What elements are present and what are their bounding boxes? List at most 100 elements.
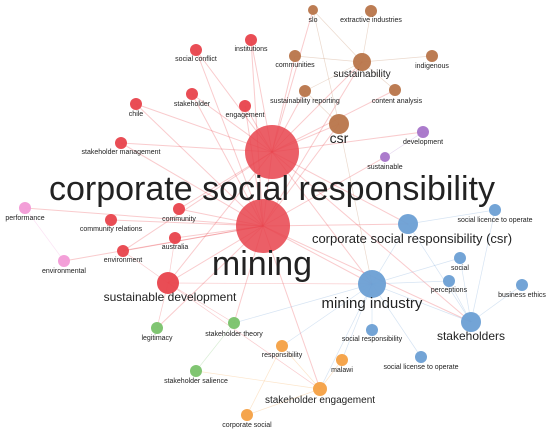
edge-mining-industry-stakeholder-theory bbox=[233, 283, 373, 324]
edge-corporate-social-responsibility-sustainable-development bbox=[167, 151, 273, 284]
node-social-licence-to-operate[interactable] bbox=[489, 204, 501, 216]
node-stakeholder-engagement[interactable] bbox=[313, 382, 327, 396]
label-sustainability: sustainability bbox=[333, 69, 390, 80]
edge-stakeholders-social bbox=[459, 257, 472, 323]
edge-sustainable-development-mining-industry bbox=[167, 282, 373, 285]
label-stakeholder-salience: stakeholder salience bbox=[164, 378, 228, 385]
node-environmental[interactable] bbox=[58, 255, 70, 267]
edge-mining-industry-social-license-to-operate bbox=[371, 283, 422, 358]
node-legitimacy[interactable] bbox=[151, 322, 163, 334]
label-corporate-social: corporate social bbox=[222, 422, 272, 429]
node-layer bbox=[19, 5, 528, 421]
node-stakeholder-management[interactable] bbox=[115, 137, 127, 149]
label-business-ethics: business ethics bbox=[498, 292, 546, 299]
label-csr: csr bbox=[330, 130, 349, 146]
edge-mining-industry-responsibility bbox=[281, 283, 373, 347]
node-stakeholder[interactable] bbox=[186, 88, 198, 100]
node-development[interactable] bbox=[417, 126, 429, 138]
node-mining[interactable] bbox=[236, 199, 290, 253]
label-perceptions: perceptions bbox=[431, 287, 468, 294]
edge-mining-stakeholder-engagement bbox=[262, 225, 321, 390]
label-social: social bbox=[451, 265, 469, 272]
edge-corporate-social-responsibility-environment bbox=[122, 151, 273, 252]
edge-sustainability-sustainability-reporting bbox=[304, 61, 363, 92]
node-stakeholder-theory[interactable] bbox=[228, 317, 240, 329]
node-social-responsibility[interactable] bbox=[366, 324, 378, 336]
label-sustainable: sustainable bbox=[367, 164, 403, 171]
node-institutions[interactable] bbox=[245, 34, 257, 46]
edge-mining-environmental bbox=[63, 225, 264, 262]
label-community-relations: community relations bbox=[80, 226, 143, 233]
node-sustainability[interactable] bbox=[353, 53, 371, 71]
edge-corporate-social-responsibility-csr-stakeholders bbox=[407, 223, 472, 323]
node-chile[interactable] bbox=[130, 98, 142, 110]
label-malawi: malawi bbox=[331, 367, 353, 374]
label-indigenous: indigenous bbox=[415, 63, 449, 70]
node-mining-industry[interactable] bbox=[358, 270, 386, 298]
node-responsibility[interactable] bbox=[276, 340, 288, 352]
edge-stakeholders-social-licence-to-operate bbox=[470, 209, 496, 323]
label-community: community bbox=[162, 216, 196, 223]
edge-stakeholder-engagement-stakeholder-salience bbox=[195, 370, 321, 390]
edge-sustainable-development-stakeholder-theory bbox=[167, 282, 235, 324]
label-extractive-industries: extractive industries bbox=[340, 17, 402, 24]
node-stakeholder-salience[interactable] bbox=[190, 365, 202, 377]
edge-sustainability-communities bbox=[294, 55, 363, 63]
node-malawi[interactable] bbox=[336, 354, 348, 366]
node-content-analysis[interactable] bbox=[389, 84, 401, 96]
edge-stakeholder-engagement-responsibility bbox=[281, 345, 321, 390]
node-extractive-industries[interactable] bbox=[365, 5, 377, 17]
edge-mining-sustainability bbox=[262, 61, 363, 227]
label-social-responsibility: social responsibility bbox=[342, 336, 403, 343]
label-development: development bbox=[403, 139, 443, 146]
edge-sustainability-slo bbox=[312, 9, 363, 63]
node-corporate-social-responsibility[interactable] bbox=[245, 125, 299, 179]
edge-stakeholder-theory-stakeholder-salience bbox=[195, 322, 235, 372]
node-community-relations[interactable] bbox=[105, 214, 117, 226]
label-content-analysis: content analysis bbox=[372, 98, 423, 105]
label-mining: mining bbox=[212, 245, 312, 283]
node-social[interactable] bbox=[454, 252, 466, 264]
label-stakeholder-theory: stakeholder theory bbox=[205, 331, 263, 338]
node-australia[interactable] bbox=[169, 232, 181, 244]
node-business-ethics[interactable] bbox=[516, 279, 528, 291]
edge-sustainability-indigenous bbox=[361, 55, 433, 63]
label-sustainable-development: sustainable development bbox=[104, 290, 237, 304]
label-stakeholder-engagement: stakeholder engagement bbox=[265, 395, 375, 406]
node-sustainability-reporting[interactable] bbox=[299, 85, 311, 97]
node-performance[interactable] bbox=[19, 202, 31, 214]
node-stakeholders[interactable] bbox=[461, 312, 481, 332]
label-environment: environment bbox=[104, 257, 143, 264]
edge-mining-industry-stakeholders bbox=[371, 283, 472, 323]
edge-sustainable-development-stakeholder-engagement bbox=[167, 282, 321, 390]
label-mining-industry: mining industry bbox=[322, 295, 423, 312]
edge-responsibility-corporate-social bbox=[246, 345, 283, 416]
edge-corporate-social-responsibility-mining-industry bbox=[271, 151, 373, 285]
label-social-licence-to-operate: social licence to operate bbox=[457, 217, 532, 224]
label-chile: chile bbox=[129, 111, 144, 118]
edge-csr-slo bbox=[312, 9, 340, 125]
node-environment[interactable] bbox=[117, 245, 129, 257]
label-stakeholder-management: stakeholder management bbox=[82, 149, 161, 156]
node-community[interactable] bbox=[173, 203, 185, 215]
label-responsibility: responsibility bbox=[262, 352, 303, 359]
node-sustainable-development[interactable] bbox=[157, 272, 179, 294]
node-sustainable[interactable] bbox=[380, 152, 390, 162]
node-indigenous[interactable] bbox=[426, 50, 438, 62]
node-corporate-social-responsibility-csr[interactable] bbox=[398, 214, 418, 234]
label-social-conflict: social conflict bbox=[175, 56, 217, 63]
node-social-conflict[interactable] bbox=[190, 44, 202, 56]
label-communities: communities bbox=[275, 62, 315, 69]
node-social-license-to-operate[interactable] bbox=[415, 351, 427, 363]
edge-performance-environmental bbox=[24, 207, 65, 262]
node-slo[interactable] bbox=[308, 5, 318, 15]
node-communities[interactable] bbox=[289, 50, 301, 62]
node-corporate-social[interactable] bbox=[241, 409, 253, 421]
node-csr[interactable] bbox=[329, 114, 349, 134]
edge-stakeholder-engagement-corporate-social bbox=[246, 388, 321, 416]
node-perceptions[interactable] bbox=[443, 275, 455, 287]
edge-corporate-social-responsibility-stakeholders bbox=[271, 151, 472, 323]
label-stakeholders: stakeholders bbox=[437, 329, 505, 343]
node-engagement[interactable] bbox=[239, 100, 251, 112]
